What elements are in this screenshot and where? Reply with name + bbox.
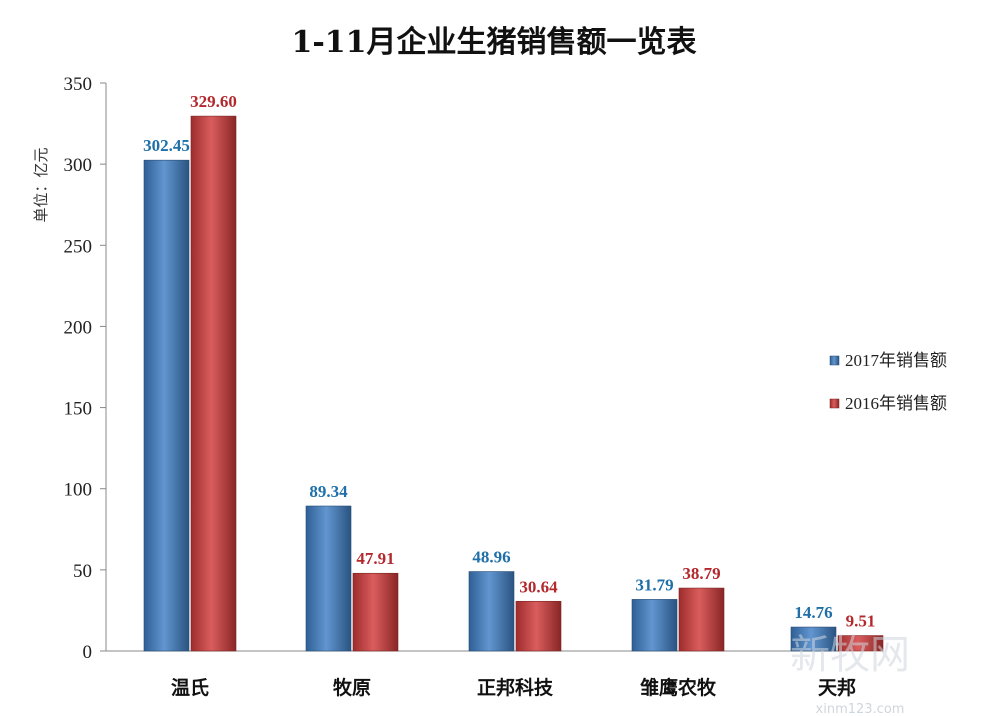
data-label: 48.96 [472,548,510,567]
data-label: 329.60 [190,92,237,111]
data-label: 302.45 [143,136,190,155]
y-tick-label: 350 [64,74,93,95]
data-label: 31.79 [635,575,673,594]
data-label: 9.51 [846,612,876,631]
bar-2016-0 [190,115,237,652]
watermark: 新牧网 xinm123.com [790,632,910,716]
bars-group [143,115,884,652]
bar-2017-4 [790,626,837,652]
legend: 2017年销售额 2016年销售额 [829,351,947,413]
bar-2016-3 [678,587,725,652]
data-label: 30.64 [519,577,558,596]
data-label: 14.76 [794,603,832,622]
legend-swatch [829,355,840,366]
bar-2016-1 [352,572,399,652]
watermark-logo-text: 新牧网 [790,632,910,678]
watermark-url: xinm123.com [816,702,905,716]
legend-label: 2017年销售额 [845,351,947,370]
legend-label: 2016年销售额 [845,394,947,413]
y-axis-unit-label: 单位：亿元 [32,147,50,222]
data-label: 47.91 [356,549,394,568]
y-tick-label: 250 [64,236,93,257]
y-tick-label: 100 [64,480,93,501]
bar-2017-2 [468,571,515,652]
y-axis: 0 50 100 150 200 250 300 350 [64,74,840,663]
data-labels-group: 302.45 329.60 89.34 47.91 48.96 30.64 31.79 38.… [143,92,875,630]
y-tick-label: 200 [64,317,93,338]
bar-2017-1 [305,505,352,652]
bar-2016-2 [515,600,562,652]
y-tick-label: 150 [64,399,93,420]
y-tick-label: 300 [64,155,93,176]
chart-title: 1-11月企业生猪销售额一览表 [291,25,696,60]
y-tick-label: 0 [83,642,93,663]
x-category-label: 雏鹰农牧 [640,676,717,699]
bar-2017-0 [143,159,190,652]
x-category-label: 温氏 [171,677,209,699]
y-tick-label: 50 [73,561,92,582]
legend-swatch [829,398,840,409]
data-label: 89.34 [309,482,348,501]
bar-2017-3 [631,599,678,652]
x-category-label: 天邦 [818,676,856,699]
x-category-label: 正邦科技 [477,676,554,699]
x-category-label: 牧原 [333,676,371,699]
bar-2016-4 [837,635,884,652]
data-label: 38.79 [682,564,720,583]
x-axis-categories: 温氏 牧原 正邦科技 雏鹰农牧 天邦 [171,676,856,699]
